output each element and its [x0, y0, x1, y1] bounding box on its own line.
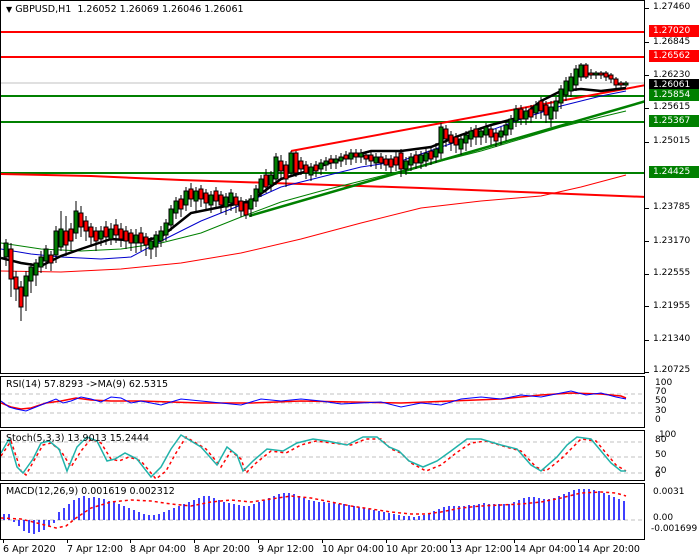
time-label: 8 Apr 20:00 — [194, 544, 250, 555]
rsi-pane[interactable]: RSI(14) 57.8293 ->MA(9) 62.5315 — [0, 376, 645, 428]
support-price-label: 1.24425 — [649, 166, 699, 178]
time-label: 7 Apr 12:00 — [67, 544, 123, 555]
rsi-level: 30 — [655, 406, 667, 416]
rsi-level: 70 — [655, 387, 667, 397]
time-label: 9 Apr 12:00 — [258, 544, 314, 555]
channel-upper-line — [290, 84, 644, 152]
price-tick: 1.23170 — [653, 236, 691, 246]
macd-level: 0.00 — [653, 513, 674, 523]
symbol-timeframe: GBPUSD,H1 — [15, 4, 72, 15]
time-label: 6 Apr 2020 — [3, 544, 56, 555]
main-chart-pane[interactable]: ▼ GBPUSD,H1 1.26052 1.26069 1.26046 1.26… — [0, 0, 645, 374]
price-axis[interactable]: 1.27460 1.26845 1.26230 1.25615 1.25015 … — [645, 0, 700, 375]
stoch-level: 0 — [655, 470, 661, 480]
resistance-price-label: 1.26562 — [649, 50, 699, 62]
stoch-level: 100 — [659, 430, 677, 440]
time-label: 14 Apr 04:00 — [514, 544, 576, 555]
time-label: 14 Apr 20:00 — [578, 544, 640, 555]
descending-trendline — [1, 173, 644, 198]
time-label: 8 Apr 04:00 — [130, 544, 186, 555]
price-tick: 1.26845 — [653, 37, 691, 47]
resistance-price-label: 1.27020 — [649, 25, 699, 37]
rsi-level: 100 — [655, 378, 673, 388]
price-tick: 1.21340 — [653, 334, 691, 344]
rsi-title: RSI(14) 57.8293 ->MA(9) 62.5315 — [6, 379, 169, 390]
price-tick: 1.25615 — [653, 102, 691, 112]
price-tick: 1.25015 — [653, 136, 691, 146]
macd-level: 0.0031 — [653, 487, 685, 497]
chart-header: ▼ GBPUSD,H1 1.26052 1.26069 1.26046 1.26… — [6, 4, 244, 15]
ma-slow-line — [1, 110, 627, 252]
price-tick: 1.20725 — [653, 365, 691, 375]
macd-level: -0.001699 — [651, 524, 698, 534]
support-price-label: 1.25367 — [649, 115, 699, 127]
macd-axis: 0.0031 0.00 -0.001699 — [645, 483, 700, 540]
stoch-level: 80 — [655, 435, 667, 445]
channel-lower-line — [248, 100, 644, 218]
rsi-level: 0 — [655, 415, 661, 425]
time-label: 13 Apr 12:00 — [450, 544, 512, 555]
macd-title: MACD(12,26,9) 0.001619 0.002312 — [6, 486, 175, 497]
time-axis[interactable]: 6 Apr 2020 7 Apr 12:00 8 Apr 04:00 8 Apr… — [0, 540, 645, 560]
time-label: 10 Apr 20:00 — [386, 544, 448, 555]
rsi-level: 50 — [655, 396, 667, 406]
price-tick: 1.27460 — [653, 2, 691, 12]
candlesticks — [3, 63, 629, 321]
stoch-axis: 100 80 50 20 0 — [645, 430, 700, 481]
triangle-down-icon[interactable]: ▼ — [6, 5, 13, 14]
stochastic-pane[interactable]: Stoch(5,3,3) 13.9013 15.2444 — [0, 430, 645, 481]
current-price-label: 1.26061 — [649, 79, 699, 91]
ohlc-values: 1.26052 1.26069 1.26046 1.26061 — [77, 4, 244, 15]
price-tick: 1.21955 — [653, 301, 691, 311]
rsi-canvas — [1, 390, 644, 414]
time-label: 10 Apr 04:00 — [322, 544, 384, 555]
price-tick: 1.23785 — [653, 202, 691, 212]
stoch-level: 20 — [655, 466, 667, 476]
support-price-label: 1.25854 — [649, 89, 699, 101]
stoch-level: 50 — [655, 450, 667, 460]
rsi-axis: 100 70 50 30 0 — [645, 376, 700, 428]
ma-long-line — [1, 174, 627, 273]
macd-pane[interactable]: MACD(12,26,9) 0.001619 0.002312 — [0, 483, 645, 540]
price-tick: 1.26230 — [653, 70, 691, 80]
stochastic-canvas — [1, 434, 644, 480]
macd-canvas — [1, 489, 644, 534]
stoch-title: Stoch(5,3,3) 13.9013 15.2444 — [6, 433, 150, 444]
macd-histogram — [3, 489, 625, 534]
price-tick: 1.22555 — [653, 268, 691, 278]
price-chart-canvas — [1, 31, 644, 321]
